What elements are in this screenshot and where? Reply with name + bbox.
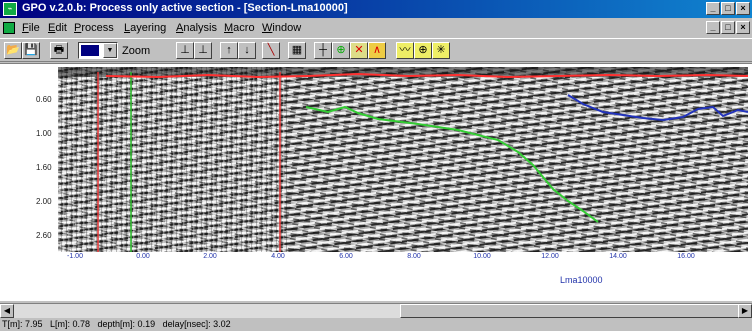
- document-icon[interactable]: [3, 22, 15, 34]
- scroll-left-icon[interactable]: ◀: [0, 304, 14, 318]
- menu-analysis[interactable]: Analysis: [176, 22, 217, 34]
- open-folder-icon[interactable]: 📂: [4, 42, 22, 59]
- x-tick-label: 10.00: [473, 253, 491, 260]
- marker-remove-icon[interactable]: ↓: [238, 42, 256, 59]
- x-tick-label: 16.00: [677, 253, 695, 260]
- add-point-icon[interactable]: ⊕: [332, 42, 350, 59]
- green-layer-line[interactable]: [305, 105, 599, 223]
- radargram-panel[interactable]: 0.60 1.00 1.60 2.00 2.60: [0, 63, 752, 301]
- chevron-down-icon[interactable]: ▼: [103, 43, 117, 58]
- radar-texture-vertical: [58, 67, 288, 252]
- depth-tick-label: 0.60: [36, 95, 52, 104]
- depth-tick-label: 1.00: [36, 129, 52, 138]
- x-tick-label: 14.00: [609, 253, 627, 260]
- x-tick-label: 8.00: [407, 253, 421, 260]
- menu-process[interactable]: Process: [74, 22, 114, 34]
- layer-point-icon[interactable]: ⊕: [414, 42, 432, 59]
- marker-add-icon[interactable]: ↑: [220, 42, 238, 59]
- x-tick-label: 4.00: [271, 253, 285, 260]
- layer-cross-icon[interactable]: ✳: [432, 42, 450, 59]
- grid-icon[interactable]: ▦: [288, 42, 306, 59]
- depth-tick-label: 2.60: [36, 231, 52, 240]
- x-tick-label: 12.00: [541, 253, 559, 260]
- status-text: T[m]: 7.95 L[m]: 0.78 depth[m]: 0.19 del…: [2, 319, 231, 329]
- menu-bar: File Edit Process Layering Analysis Macr…: [0, 18, 752, 38]
- layer-line-icon[interactable]: 〰: [396, 42, 414, 59]
- doc-close-button[interactable]: ×: [736, 21, 750, 34]
- status-bar: T[m]: 7.95 L[m]: 0.78 depth[m]: 0.19 del…: [0, 319, 752, 331]
- maximize-button[interactable]: □: [721, 2, 735, 15]
- zoom-select[interactable]: ▼: [78, 42, 118, 59]
- depth-tick-label: 1.60: [36, 163, 52, 172]
- print-icon[interactable]: 🖶: [50, 42, 68, 59]
- surface-band: [58, 67, 748, 77]
- close-button[interactable]: ×: [736, 2, 750, 15]
- doc-restore-button[interactable]: □: [721, 21, 735, 34]
- horizontal-scrollbar[interactable]: ◀ ▶: [0, 303, 752, 318]
- x-tick-label: 6.00: [339, 253, 353, 260]
- hyperbola-icon[interactable]: ∧: [368, 42, 386, 59]
- zoom-selected-value: [81, 45, 99, 56]
- menu-file[interactable]: File: [22, 22, 40, 34]
- doc-minimize-button[interactable]: _: [706, 21, 720, 34]
- delete-point-icon[interactable]: ✕: [350, 42, 368, 59]
- draw-line-icon[interactable]: ╲: [262, 42, 280, 59]
- layer-down-icon[interactable]: ⊥: [194, 42, 212, 59]
- depth-tick-label: 2.00: [36, 197, 52, 206]
- title-bar: ⌁ GPO v.2.0.b: Process only active secti…: [0, 0, 752, 18]
- layer-up-icon[interactable]: ⊥: [176, 42, 194, 59]
- section-label: Lma10000: [560, 275, 603, 285]
- menu-macro[interactable]: Macro: [224, 22, 255, 34]
- gpo-app-icon[interactable]: ⌁: [3, 2, 17, 16]
- scroll-thumb[interactable]: [400, 304, 740, 318]
- menu-window[interactable]: Window: [262, 22, 302, 34]
- toolbar: 📂 💾 🖶 ▼ Zoom ⊥ ⊥ ↑ ↓ ╲ ▦ ┼ ⊕ ✕ ∧ 〰 ⊕ ✳: [0, 38, 752, 62]
- zoom-label: Zoom: [122, 45, 151, 57]
- x-tick-label: 2.00: [203, 253, 217, 260]
- menu-edit[interactable]: Edit: [48, 22, 67, 34]
- scroll-right-icon[interactable]: ▶: [738, 304, 752, 318]
- blue-layer-line[interactable]: [567, 94, 748, 122]
- minimize-button[interactable]: _: [706, 2, 720, 15]
- surface-line[interactable]: [105, 72, 748, 79]
- window-title: GPO v.2.0.b: Process only active section…: [22, 2, 348, 14]
- x-tick-label: -1.00: [67, 253, 83, 260]
- crosshair-icon[interactable]: ┼: [314, 42, 332, 59]
- menu-layering[interactable]: Layering: [124, 22, 167, 34]
- save-icon[interactable]: 💾: [22, 42, 40, 59]
- x-tick-label: 0.00: [136, 253, 150, 260]
- radargram-image[interactable]: [58, 67, 748, 252]
